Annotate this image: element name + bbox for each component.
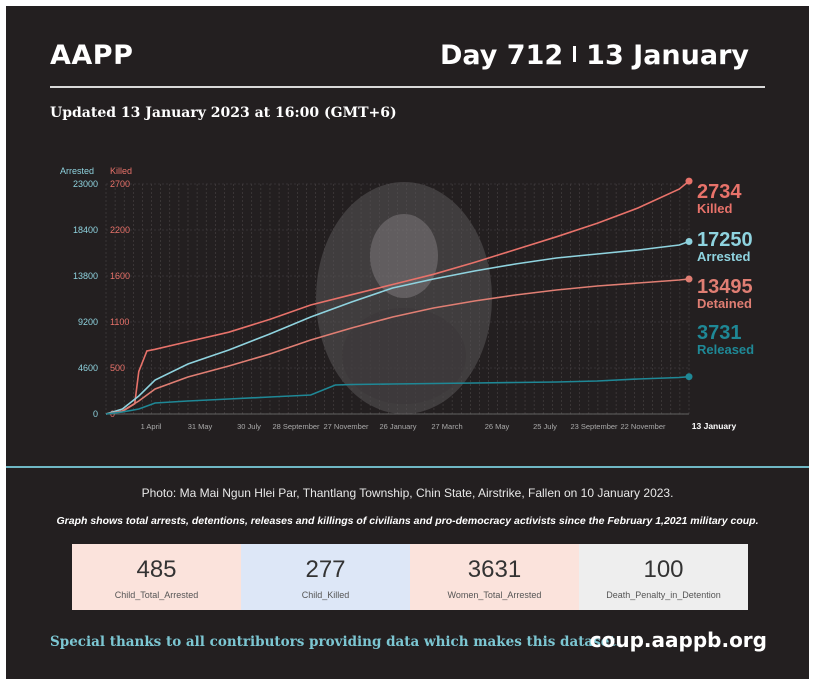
axis-title-killed: Killed xyxy=(110,166,132,176)
thanks-note: Special thanks to all contributors provi… xyxy=(50,634,621,650)
day-label: Day 712 xyxy=(440,40,564,71)
stat-label: Women_Total_Arrested xyxy=(447,590,542,600)
stat-card-child-killed: 277 Child_Killed xyxy=(241,544,410,610)
series-end-point-detained xyxy=(685,275,693,283)
y-tick-label-killed: 1100 xyxy=(110,317,129,327)
x-tick-label: 25 July xyxy=(533,422,557,431)
series-line-released xyxy=(105,375,690,415)
header-divider xyxy=(50,86,765,88)
x-tick-label: 23 September xyxy=(570,422,618,431)
x-tick-label: 28 September xyxy=(272,422,320,431)
x-tick-label: 1 April xyxy=(141,422,162,431)
stats-row: 485 Child_Total_Arrested 277 Child_Kille… xyxy=(72,544,748,610)
stat-card-women-arrested: 3631 Women_Total_Arrested xyxy=(410,544,579,610)
x-tick-label: 22 November xyxy=(620,422,666,431)
series-line-arrested xyxy=(105,240,690,415)
y-tick-label-killed: 1600 xyxy=(110,271,130,281)
day-date-title: Day 712 13 January xyxy=(440,40,749,71)
infographic-panel: AAPP Day 712 13 January Updated 13 Januar… xyxy=(6,6,809,679)
y-tick-label-arrested: 9200 xyxy=(78,317,98,327)
x-tick-label: 13 January xyxy=(692,421,737,431)
section-divider xyxy=(6,466,809,468)
x-tick-label: 26 May xyxy=(485,422,510,431)
x-tick-label: 27 March xyxy=(431,422,462,431)
y-tick-label-arrested: 18400 xyxy=(73,225,98,235)
site-link[interactable]: coup.aappb.org xyxy=(589,628,767,652)
end-label-released: Released xyxy=(697,342,754,357)
graph-note: Graph shows total arrests, detentions, r… xyxy=(56,515,759,527)
end-label-killed: Killed xyxy=(697,201,732,216)
x-tick-label: 26 January xyxy=(379,422,416,431)
portrait-shoulders xyxy=(342,308,466,404)
end-value-detained: 13495 xyxy=(697,276,753,298)
x-tick-label: 27 November xyxy=(323,422,369,431)
series-line-detained xyxy=(105,278,690,415)
date-label: 13 January xyxy=(586,40,749,71)
end-label-arrested: Arrested xyxy=(697,249,751,264)
title-separator xyxy=(573,46,577,62)
y-tick-label-killed: 500 xyxy=(110,363,125,373)
stat-label: Child_Total_Arrested xyxy=(114,590,199,600)
series-line-killed xyxy=(105,180,690,415)
end-value-released: 3731 xyxy=(697,322,742,344)
stat-value: 485 xyxy=(136,556,177,583)
series-end-point-killed xyxy=(685,177,693,185)
y-tick-label-killed: 2200 xyxy=(110,225,130,235)
photo-caption: Photo: Ma Mai Ngun Hlei Par, Thantlang T… xyxy=(141,486,674,500)
stat-card-death-penalty: 100 Death_Penalty_in_Detention xyxy=(579,544,748,610)
stat-value: 277 xyxy=(305,556,346,583)
y-tick-label-arrested: 0 xyxy=(93,409,98,419)
series-end-point-released xyxy=(685,373,693,381)
stat-value: 3631 xyxy=(467,556,522,583)
series-end-point-arrested xyxy=(685,238,693,245)
end-value-killed: 2734 xyxy=(697,181,742,203)
brand-title: AAPP xyxy=(50,40,134,71)
end-label-detained: Detained xyxy=(697,296,752,311)
stat-label: Child_Killed xyxy=(301,590,350,600)
y-tick-label-arrested: 23000 xyxy=(73,179,98,189)
x-tick-label: 31 May xyxy=(188,422,213,431)
x-tick-label: 30 July xyxy=(237,422,261,431)
y-tick-label-arrested: 13800 xyxy=(73,271,98,281)
y-tick-label-killed: 2700 xyxy=(110,179,130,189)
axis-title-arrested: Arrested xyxy=(60,166,94,176)
updated-timestamp: Updated 13 January 2023 at 16:00 (GMT+6) xyxy=(50,105,397,121)
stat-value: 100 xyxy=(643,556,684,583)
stat-card-child-arrested: 485 Child_Total_Arrested xyxy=(72,544,241,610)
stat-label: Death_Penalty_in_Detention xyxy=(606,590,721,600)
end-value-arrested: 17250 xyxy=(697,229,753,251)
y-tick-label-arrested: 4600 xyxy=(78,363,98,373)
